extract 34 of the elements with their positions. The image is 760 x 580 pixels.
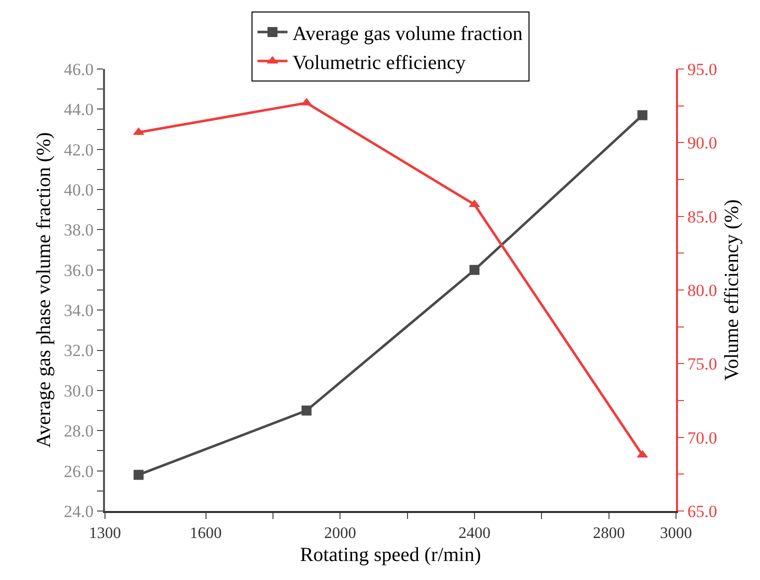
- x-axis-title: Rotating speed (r/min): [300, 544, 482, 566]
- y2-tick-label: 95.0: [687, 60, 718, 79]
- y2-tick-label: 75.0: [687, 354, 718, 374]
- y-tick-label: 28.0: [64, 422, 94, 441]
- y-tick-label: 46.0: [64, 60, 94, 79]
- point: [302, 406, 312, 416]
- y2-tick-label: 65.0: [687, 502, 718, 521]
- y-tick-label: 40.0: [64, 180, 94, 200]
- x-tick-label: 2000: [324, 525, 356, 542]
- y-tick-label: 34.0: [64, 301, 94, 320]
- y-tick-label: 42.0: [64, 140, 94, 160]
- y-tick-label: 24.0: [64, 502, 94, 521]
- y2-axis-title: Volume efficiency (%): [721, 199, 744, 381]
- x-tick-label: 2800: [592, 525, 625, 542]
- legend-label: Average gas volume fraction: [292, 22, 523, 45]
- y2-tick-label: 70.0: [687, 428, 718, 448]
- y2-tick-label: 90.0: [687, 134, 718, 153]
- y-tick-label: 38.0: [64, 220, 94, 240]
- y-tick-label: 32.0: [64, 341, 94, 360]
- x-tick-label: 1300: [89, 525, 121, 542]
- x-tick-label: 1600: [190, 525, 222, 542]
- x-tick-label: 3000: [660, 525, 692, 542]
- y-tick-label: 26.0: [64, 462, 94, 481]
- point: [134, 470, 144, 480]
- y-tick-label: 30.0: [64, 381, 94, 400]
- y-tick-label: 44.0: [64, 100, 94, 120]
- y-axis-title: Average gas phase volume fraction (%): [32, 132, 55, 448]
- y2-tick-label: 85.0: [687, 207, 718, 226]
- y-tick-label: 36.0: [64, 260, 94, 280]
- y2-tick-label: 80.0: [687, 280, 718, 300]
- point: [637, 110, 648, 120]
- x-tick-label: 2400: [458, 525, 490, 542]
- point: [469, 264, 480, 275]
- legend-label: Volumetric efficiency: [292, 52, 466, 74]
